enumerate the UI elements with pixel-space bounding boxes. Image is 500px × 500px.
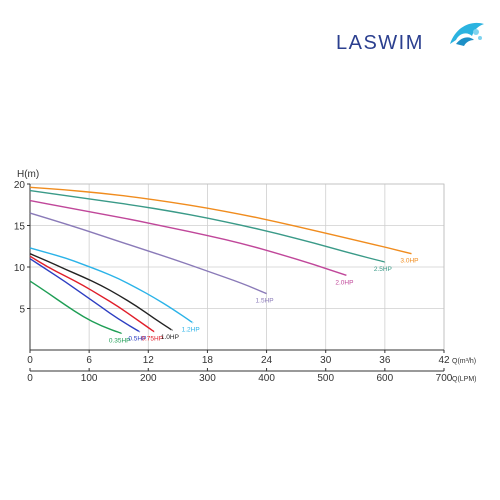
x-tick-label-m3h: 12	[143, 355, 155, 366]
x-tick-label-lpm: 700	[436, 373, 453, 384]
x-tick-label-m3h: 36	[379, 355, 391, 366]
series-label-2-5HP: 2.5HP	[374, 266, 392, 273]
chart-series	[29, 186, 412, 335]
series-label-0-5HP: 0.5HP	[128, 336, 146, 343]
chart-axes: 5 10 15 20H(m) 0 6 12 18 24 30 36 42 Q(m³/h) 0 100 200 3…	[14, 169, 477, 384]
x-tick-label-m3h: 6	[86, 355, 92, 366]
series-line-2-5HP	[29, 189, 386, 263]
y-tick-label: 10	[14, 263, 26, 274]
x-tick-label-m3h: 0	[27, 355, 33, 366]
x-tick-label-m3h: 18	[202, 355, 214, 366]
x-axis-label-lpm: Q(LPM)	[452, 376, 477, 383]
y-tick-label: 5	[19, 305, 25, 316]
chart-grid	[29, 183, 445, 351]
x-tick-label-lpm: 500	[317, 373, 334, 384]
series-line-1-2HP	[29, 247, 194, 324]
x-tick-label-lpm: 100	[81, 373, 98, 384]
series-line-0-5HP	[29, 258, 141, 333]
x-tick-label-lpm: 300	[199, 373, 216, 384]
series-label-1-5HP: 1.5HP	[256, 298, 274, 305]
x-tick-label-lpm: 0	[27, 373, 33, 384]
y-axis-label: H(m)	[17, 169, 39, 180]
brand-logo: LASWIM	[336, 18, 486, 62]
series-line-3-0HP	[29, 186, 412, 255]
shell-logo-icon	[450, 22, 484, 46]
series-line-1-0HP	[29, 253, 173, 331]
y-tick-label: 15	[14, 222, 26, 233]
series-label-2-0HP: 2.0HP	[335, 279, 353, 286]
series-line-1-5HP	[29, 212, 267, 295]
series-label-0-75HP: 0.75HP	[141, 336, 163, 343]
series-line-0-35HP	[29, 280, 123, 335]
y-tick-label: 20	[14, 180, 26, 191]
x-axis-label-m3h: Q(m³/h)	[452, 358, 476, 365]
x-tick-label-lpm: 600	[377, 373, 394, 384]
series-label-3-0HP: 3.0HP	[400, 258, 418, 265]
x-tick-label-m3h: 42	[438, 355, 450, 366]
series-line-0-75HP	[29, 255, 155, 333]
brand-name: LASWIM	[336, 32, 424, 54]
series-line-2-0HP	[29, 199, 347, 276]
series-label-0-35HP: 0.35HP	[109, 337, 131, 344]
x-tick-label-m3h: 24	[261, 355, 273, 366]
x-tick-label-lpm: 200	[140, 373, 157, 384]
x-tick-label-m3h: 30	[320, 355, 332, 366]
x-tick-label-lpm: 400	[258, 373, 275, 384]
series-label-1-0HP: 1.0HP	[161, 334, 179, 341]
series-label-1-2HP: 1.2HP	[182, 327, 200, 334]
